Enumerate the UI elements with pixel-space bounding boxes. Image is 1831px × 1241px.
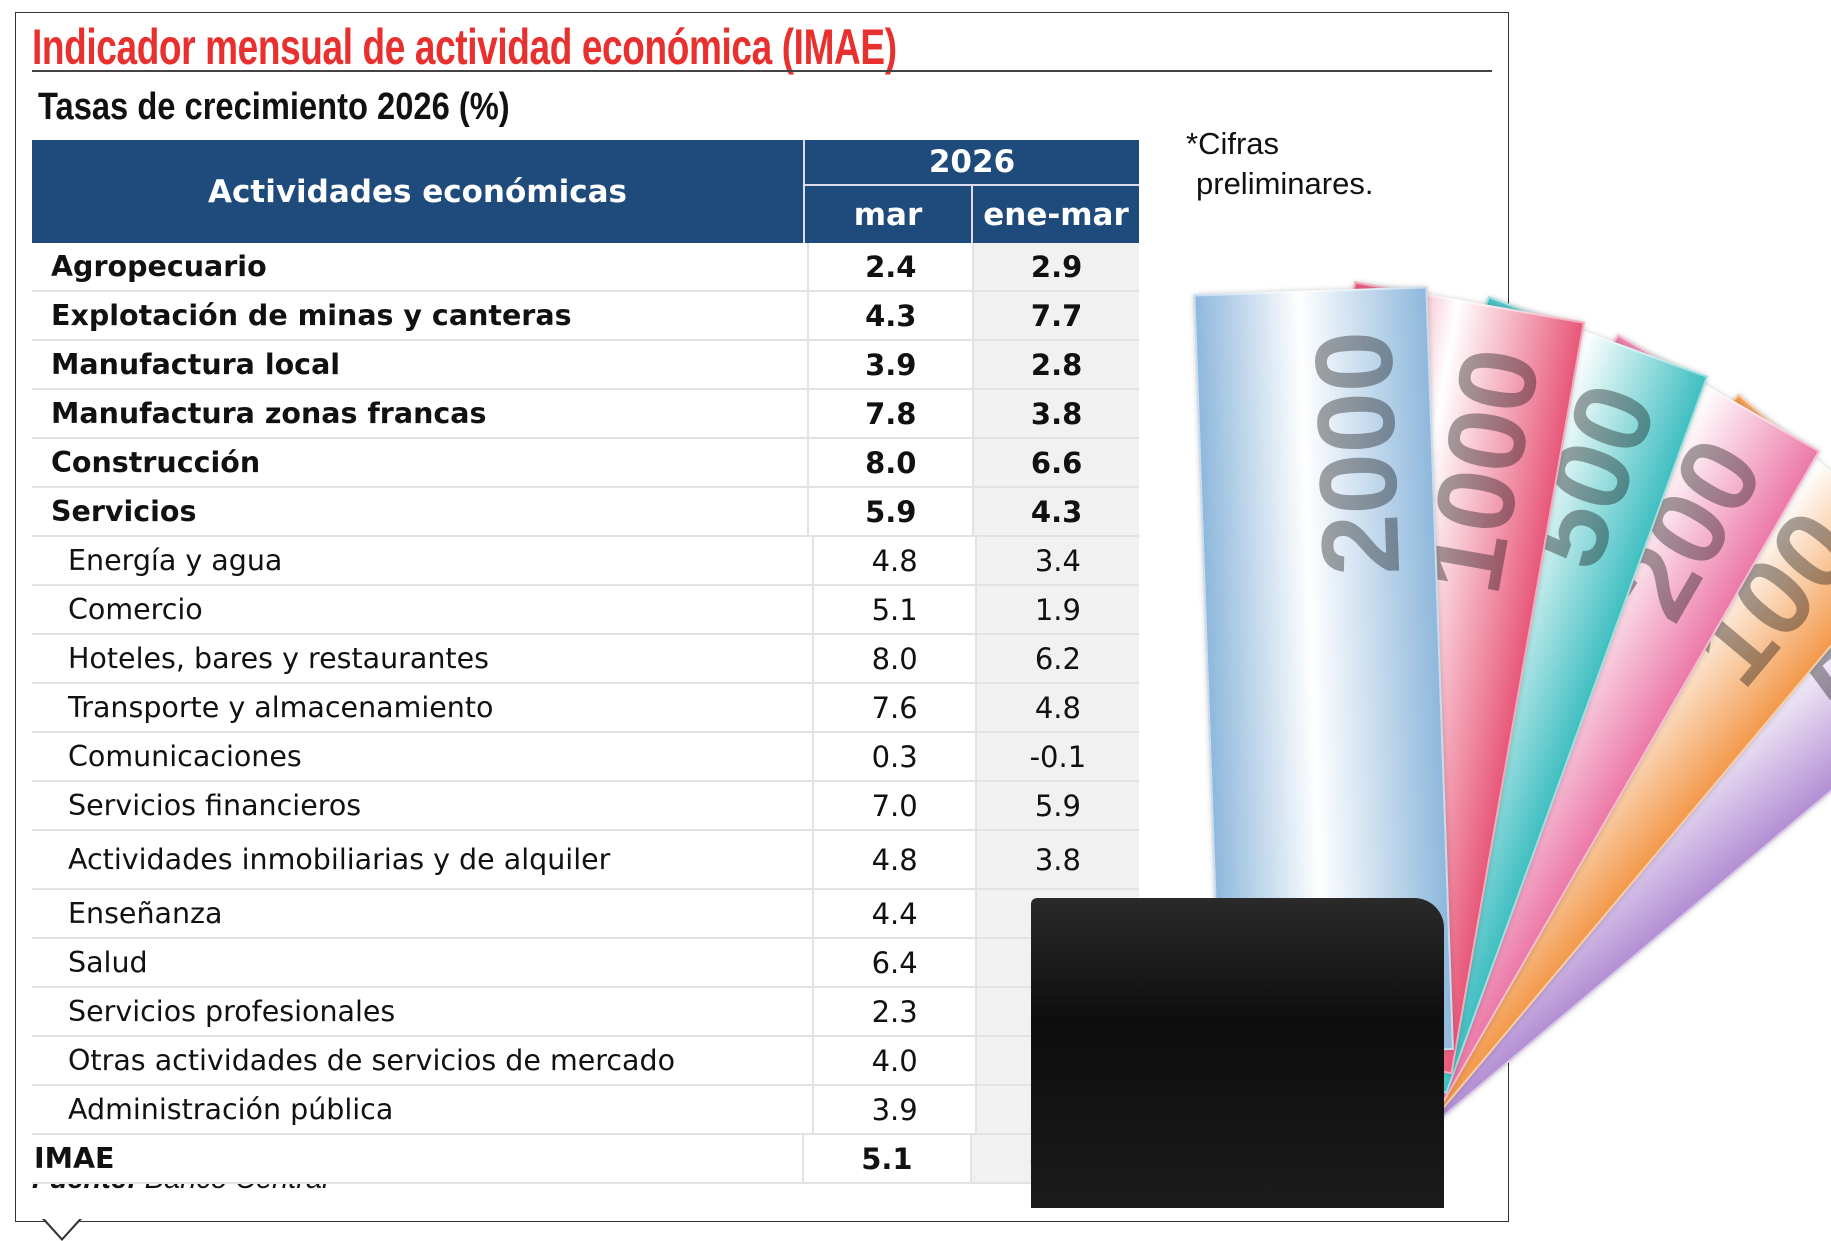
row-mar-value: 4.0	[814, 1037, 977, 1084]
row-ene-mar-value: 4.8	[976, 684, 1139, 731]
row-ene-mar-value: 7.7	[974, 292, 1139, 339]
row-label: Administración pública	[32, 1086, 815, 1133]
row-mar-value: 4.3	[809, 292, 975, 339]
row-label: Hoteles, bares y restaurantes	[32, 635, 815, 682]
table-row: Explotación de minas y canteras 4.3 7.7	[32, 292, 1139, 341]
row-ene-mar-value: 2.8	[974, 341, 1139, 388]
row-label: Agropecuario	[32, 243, 810, 290]
header-ene-mar: ene-mar	[983, 196, 1129, 233]
row-label: IMAE	[32, 1135, 805, 1182]
row-ene-mar-value: 5.9	[976, 782, 1139, 829]
wallet-image	[1031, 898, 1444, 1208]
row-ene-mar-value: 6.6	[974, 439, 1139, 486]
row-label: Energía y agua	[32, 537, 815, 584]
row-mar-value: 7.8	[809, 390, 975, 437]
callout-pointer	[42, 1218, 82, 1241]
row-label: Construcción	[32, 439, 810, 486]
row-mar-value: 7.6	[814, 684, 977, 731]
row-mar-value: 6.4	[814, 939, 977, 986]
note-line-2: preliminares.	[1196, 166, 1374, 201]
row-ene-mar-value: 3.8	[976, 831, 1139, 888]
table-row: Actividades inmobiliarias y de alquiler 4…	[32, 831, 1139, 890]
row-label: Transporte y almacenamiento	[32, 684, 815, 731]
row-ene-mar-value: -0.1	[976, 733, 1139, 780]
table-row: Energía y agua 4.8 3.4	[32, 537, 1139, 586]
row-label: Explotación de minas y canteras	[32, 292, 810, 339]
preliminary-note: *Cifras preliminares.	[1186, 124, 1406, 204]
row-label: Actividades inmobiliarias y de alquiler	[32, 831, 815, 888]
row-ene-mar-value: 4.3	[974, 488, 1139, 535]
table-row: Manufactura local 3.9 2.8	[32, 341, 1139, 390]
banknote-denomination: 2000	[1291, 328, 1424, 578]
row-label: Manufactura local	[32, 341, 810, 388]
row-mar-value: 5.1	[814, 586, 977, 633]
table-row: Transporte y almacenamiento 7.6 4.8	[32, 684, 1139, 733]
row-mar-value: 0.3	[814, 733, 977, 780]
table-body: Agropecuario 2.4 2.9 Explotación de minas y…	[32, 243, 1139, 1184]
row-mar-value: 8.0	[814, 635, 977, 682]
row-label: Otras actividades de servicios de mercad…	[32, 1037, 815, 1084]
row-ene-mar-value: 6.2	[976, 635, 1139, 682]
row-ene-mar-value: 3.8	[974, 390, 1139, 437]
header-year: 2026	[805, 140, 1139, 186]
row-label: Servicios	[32, 488, 810, 535]
row-mar-value: 2.4	[809, 243, 975, 290]
row-mar-value: 7.0	[814, 782, 977, 829]
row-label: Manufactura zonas francas	[32, 390, 810, 437]
table-row: Comercio 5.1 1.9	[32, 586, 1139, 635]
row-label: Enseñanza	[32, 890, 815, 937]
row-mar-value: 5.1	[804, 1135, 972, 1182]
table-row: Hoteles, bares y restaurantes 8.0 6.2	[32, 635, 1139, 684]
row-label: Comunicaciones	[32, 733, 815, 780]
table-header: Actividades económicas 2026 mar ene-mar	[32, 140, 1139, 243]
row-label: Servicios profesionales	[32, 988, 815, 1035]
row-mar-value: 5.9	[809, 488, 975, 535]
table-row: Construcción 8.0 6.6	[32, 439, 1139, 488]
table-row: Servicios 5.9 4.3	[32, 488, 1139, 537]
header-mar: mar	[805, 186, 973, 243]
imae-table: Actividades económicas 2026 mar ene-mar …	[32, 140, 1139, 1184]
row-mar-value: 3.9	[814, 1086, 977, 1133]
table-row: Comunicaciones 0.3 -0.1	[32, 733, 1139, 782]
banknotes-wallet-image: 2000100050020010050	[1020, 230, 1831, 1220]
subtitle: Tasas de crecimiento 2026 (%)	[38, 86, 510, 128]
row-ene-mar-value: 3.4	[976, 537, 1139, 584]
row-label: Salud	[32, 939, 815, 986]
table-row: Agropecuario 2.4 2.9	[32, 243, 1139, 292]
table-row: Manufactura zonas francas 7.8 3.8	[32, 390, 1139, 439]
row-ene-mar-value: 1.9	[976, 586, 1139, 633]
note-line-1: *Cifras	[1186, 126, 1280, 161]
row-mar-value: 4.8	[814, 537, 977, 584]
row-mar-value: 4.4	[814, 890, 977, 937]
header-activities: Actividades económicas	[32, 140, 805, 243]
row-label: Comercio	[32, 586, 815, 633]
row-mar-value: 8.0	[809, 439, 975, 486]
row-ene-mar-value: 2.9	[974, 243, 1139, 290]
row-mar-value: 4.8	[814, 831, 977, 888]
table-row: Servicios financieros 7.0 5.9	[32, 782, 1139, 831]
title-divider	[32, 70, 1492, 72]
table-row: Otras actividades de servicios de mercad…	[32, 1037, 1139, 1086]
page-title: Indicador mensual de actividad económica…	[32, 19, 897, 75]
row-mar-value: 3.9	[809, 341, 975, 388]
row-label: Servicios financieros	[32, 782, 815, 829]
row-mar-value: 2.3	[814, 988, 977, 1035]
